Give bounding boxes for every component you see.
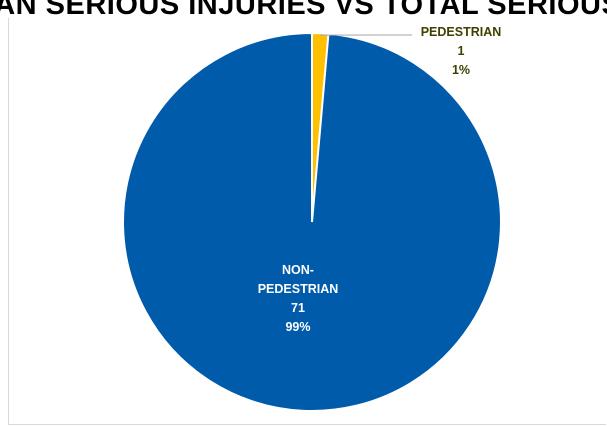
data-label-non-pedestrian-name-1: NON-: [282, 263, 314, 277]
chart-frame: [8, 18, 606, 425]
chart-title-strip: …IAN SERIOUS INJURIES VS TOTAL SERIOUS…: [0, 0, 607, 18]
chart-title: …IAN SERIOUS INJURIES VS TOTAL SERIOUS…: [0, 0, 607, 18]
data-label-pedestrian-name: PEDESTRIAN: [421, 25, 502, 39]
pie-slice-non-pedestrian: [122, 31, 502, 412]
data-label-pedestrian-value: 1: [458, 44, 465, 58]
data-label-non-pedestrian-value: 71: [291, 301, 305, 315]
data-label-non-pedestrian-name-2: PEDESTRIAN: [258, 282, 339, 296]
data-label-non-pedestrian-percent: 99%: [285, 320, 310, 334]
data-label-pedestrian-percent: 1%: [452, 63, 470, 77]
